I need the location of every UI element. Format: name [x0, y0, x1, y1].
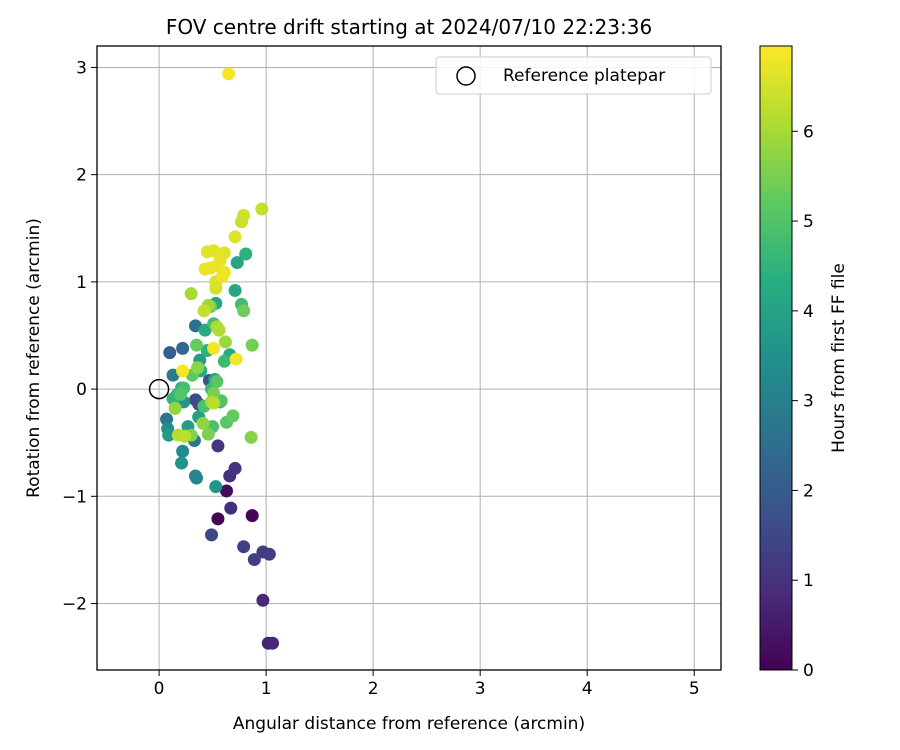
data-point — [262, 547, 276, 561]
data-point — [162, 428, 176, 442]
legend-marker — [456, 66, 476, 86]
data-point — [184, 287, 198, 301]
y-axis-label: Rotation from reference (arcmin) — [24, 218, 44, 498]
data-point — [210, 375, 224, 389]
y-tick-label: 3 — [76, 58, 87, 78]
data-point — [228, 283, 242, 297]
data-point — [212, 323, 226, 337]
x-tick-label: 0 — [154, 679, 165, 699]
data-point — [211, 512, 225, 526]
data-point — [191, 361, 205, 375]
data-point — [228, 230, 242, 244]
data-point — [229, 352, 243, 366]
data-point — [224, 501, 238, 515]
x-tick-label: 5 — [689, 679, 700, 699]
chart-title: FOV centre drift starting at 2024/07/10 … — [166, 15, 652, 39]
legend: Reference platepar — [435, 56, 712, 95]
y-tick-label: 2 — [76, 166, 87, 186]
data-point — [237, 208, 251, 222]
data-point — [245, 338, 259, 352]
y-tick-label: 1 — [76, 273, 87, 293]
data-point — [173, 387, 187, 401]
colorbar-tick-label: 2 — [803, 481, 814, 501]
data-point — [239, 247, 253, 261]
legend-box — [435, 56, 712, 95]
data-point — [226, 409, 240, 423]
data-point — [217, 354, 231, 368]
data-point — [190, 338, 204, 352]
reference-marker — [148, 378, 170, 400]
data-point — [190, 471, 204, 485]
colorbar-label: Hours from first FF file — [829, 263, 849, 453]
colorbar-tick-label: 1 — [803, 571, 814, 591]
data-point — [247, 553, 261, 567]
data-point — [220, 484, 234, 498]
colorbar-tick-label: 4 — [803, 302, 814, 322]
data-point — [160, 412, 174, 426]
colorbar-ticks: 0 1 2 3 4 5 6 — [792, 122, 814, 681]
data-point — [200, 245, 214, 259]
x-tick-label: 1 — [261, 679, 272, 699]
data-point — [168, 401, 182, 415]
data-point — [222, 67, 236, 81]
colorbar-tick-label: 3 — [803, 392, 814, 412]
x-tick-label: 4 — [582, 679, 593, 699]
data-point — [237, 540, 251, 554]
data-point — [211, 439, 225, 453]
grid-lines — [97, 46, 721, 670]
data-point — [228, 461, 242, 475]
data-point — [256, 593, 270, 607]
data-point — [230, 256, 244, 270]
x-tick-label: 2 — [368, 679, 379, 699]
data-point — [196, 416, 210, 430]
data-point — [218, 335, 232, 349]
data-point — [176, 341, 190, 355]
data-point — [201, 427, 215, 441]
x-tick-label: 3 — [475, 679, 486, 699]
reference-group — [148, 378, 170, 400]
plot-frame — [96, 45, 722, 671]
data-point — [245, 509, 259, 523]
colorbar-tick-label: 0 — [803, 661, 814, 681]
data-point — [198, 262, 212, 276]
colorbar-gradient — [759, 45, 793, 671]
y-tick-label: 0 — [76, 380, 87, 400]
data-point — [176, 364, 190, 378]
data-point — [217, 265, 231, 279]
data-point — [207, 341, 221, 355]
colorbar-tick-label: 6 — [803, 122, 814, 142]
data-point — [244, 430, 258, 444]
data-point — [207, 396, 221, 410]
colorbar: 0 1 2 3 4 5 6 Hours from first FF file — [759, 45, 849, 681]
data-point — [176, 444, 190, 458]
data-point — [197, 304, 211, 318]
data-point — [163, 346, 177, 360]
data-point — [255, 202, 269, 216]
x-axis-ticks: 0 1 2 3 4 5 — [154, 670, 700, 699]
scatter-points — [160, 67, 280, 650]
data-point — [205, 528, 219, 542]
data-point — [175, 456, 189, 470]
data-point — [178, 429, 192, 443]
data-point — [237, 304, 251, 318]
y-axis-ticks: −2 −1 0 1 2 3 — [62, 58, 97, 615]
y-tick-label: −2 — [62, 595, 87, 615]
colorbar-tick-label: 5 — [803, 212, 814, 232]
data-point — [266, 636, 280, 650]
legend-label: Reference platepar — [503, 66, 665, 86]
x-axis-label: Angular distance from reference (arcmin) — [233, 714, 585, 734]
y-tick-label: −1 — [62, 487, 87, 507]
data-point — [209, 480, 223, 494]
